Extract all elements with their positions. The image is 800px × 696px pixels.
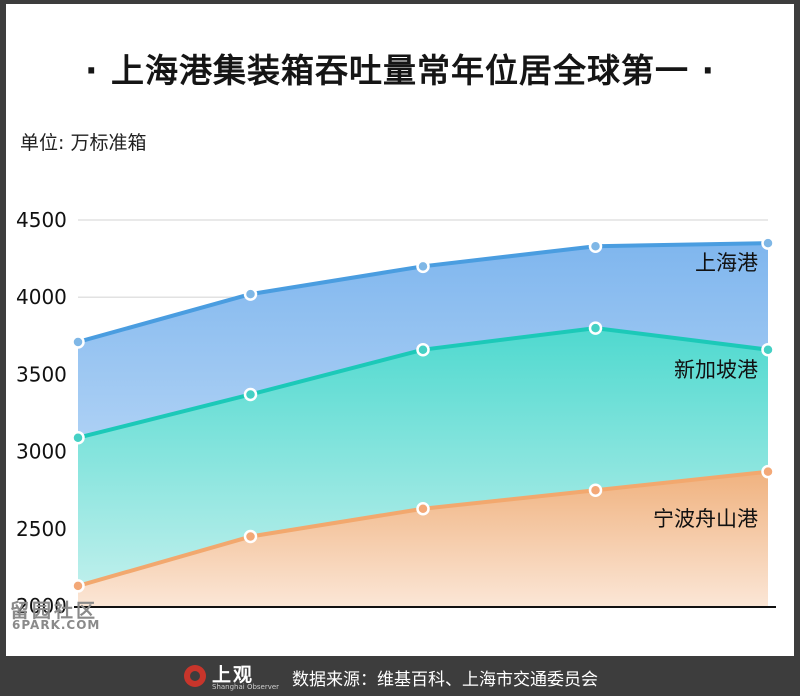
point-1-0: [71, 430, 85, 445]
y-tick-4000: 4000: [16, 285, 67, 309]
point-0-1: [243, 287, 258, 301]
unit-label: 单位: 万标准箱: [20, 132, 147, 154]
y-tick-2000: 2000: [16, 594, 67, 618]
y-tick-4500: 4500: [16, 208, 67, 232]
chart-title: · 上海港集装箱吞吐量常年位居全球第一 ·: [84, 51, 716, 90]
point-2-2: [416, 501, 430, 516]
point-0-4: [761, 236, 775, 250]
point-1-4: [761, 342, 775, 357]
point-1-1: [243, 387, 258, 402]
point-2-3: [588, 483, 603, 497]
point-0-2: [416, 259, 430, 274]
point-1-2: [416, 342, 430, 357]
y-tick-labels: 2000 2500 3000 3500 4000 4500: [16, 208, 67, 618]
series-label-1: 新加坡港: [674, 358, 758, 382]
logo-text: 上观: [212, 664, 255, 686]
logo-icon: [184, 665, 206, 687]
y-tick-2500: 2500: [16, 517, 67, 541]
point-0-3: [588, 239, 603, 253]
logo-subtitle: Shanghai Observer: [212, 683, 280, 691]
series-label-0: 上海港: [695, 251, 758, 275]
point-2-1: [243, 529, 258, 544]
series-label-2: 宁波舟山港: [653, 507, 758, 531]
footer-bar: 上观 Shanghai Observer 数据来源：维基百科、上海市交通委员会: [0, 656, 800, 696]
point-2-4: [761, 464, 775, 479]
y-tick-3000: 3000: [16, 440, 67, 464]
data-points: [71, 236, 775, 593]
watermark-cn: 留园社区: [10, 600, 99, 622]
point-0-0: [71, 335, 85, 349]
data-source: 数据来源：维基百科、上海市交通委员会: [292, 670, 598, 690]
y-tick-3500: 3500: [16, 362, 67, 386]
point-2-0: [71, 579, 85, 593]
point-1-3: [588, 321, 603, 335]
watermark-en: 6PARK.COM: [12, 618, 101, 632]
area-2: [78, 471, 768, 606]
